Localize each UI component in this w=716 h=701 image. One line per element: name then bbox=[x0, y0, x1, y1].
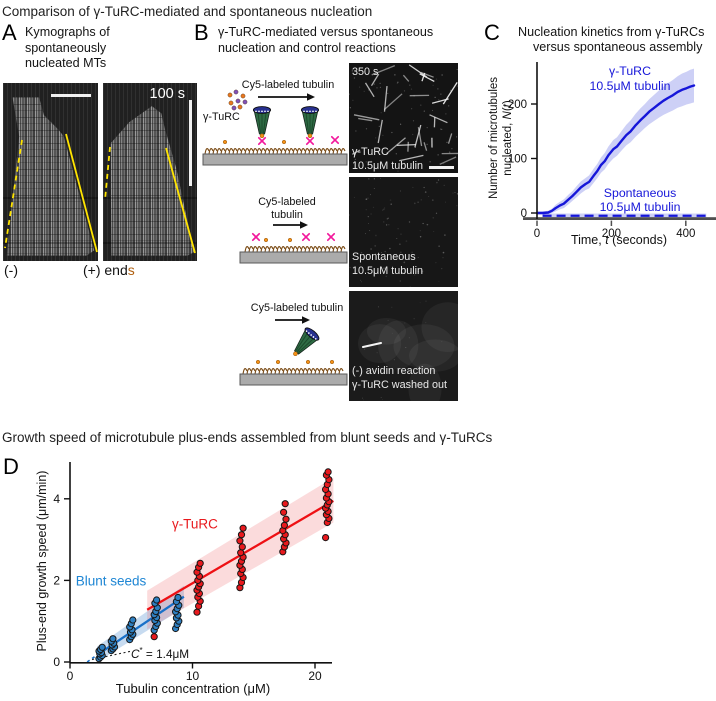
panel-b-title-line2: nucleation and control reactions bbox=[218, 40, 396, 55]
svg-text:Blunt seeds: Blunt seeds bbox=[76, 573, 147, 588]
kymograph-left-overlay bbox=[3, 133, 98, 253]
kymograph-right-overlay bbox=[103, 146, 197, 254]
time-scale-bar bbox=[189, 100, 192, 186]
chart-d-ylabel: Plus-end growth speed (μm/min) bbox=[35, 470, 49, 652]
minus-end-dashed-line bbox=[104, 146, 111, 201]
cy5-tubulin-label-1: Cy5-labeled tubulin bbox=[241, 79, 335, 91]
svg-text:10: 10 bbox=[186, 669, 200, 683]
svg-text:γ-TuRC: γ-TuRC bbox=[609, 64, 651, 78]
minus-end-label: (-) bbox=[4, 262, 18, 278]
svg-text:Spontaneous: Spontaneous bbox=[604, 186, 676, 200]
spontaneous-micrograph bbox=[349, 177, 458, 287]
micrograph2-caption: Spontaneous 10.5μM tubulin bbox=[352, 251, 424, 277]
svg-text:4: 4 bbox=[53, 492, 60, 506]
figure-title-top: Comparison of γ-TuRC-mediated and sponta… bbox=[2, 4, 373, 19]
svg-text:0: 0 bbox=[67, 669, 74, 683]
spontaneous-schematic bbox=[239, 221, 348, 264]
plus-end-solid-line bbox=[165, 147, 196, 254]
growth-speed-chart: Blunt seeds γ-TuRC 0 10 20 0 2 4 bbox=[53, 462, 334, 683]
cy5-tubulin-label-3: Cy5-labeled tubulin bbox=[250, 302, 344, 314]
svg-text:0: 0 bbox=[521, 208, 527, 220]
panel-d-letter: D bbox=[3, 454, 19, 479]
panel-b-title: γ-TuRC-mediated versus spontaneous nucle… bbox=[218, 25, 433, 56]
time-scale-label: 100 s bbox=[149, 86, 185, 102]
panel-b-letter: B bbox=[194, 20, 209, 45]
svg-text:400: 400 bbox=[676, 228, 695, 240]
svg-text:2: 2 bbox=[53, 573, 60, 587]
gamma-turc-label: γ-TuRC bbox=[203, 111, 240, 123]
chart-c-xlabel: Time, t (seconds) bbox=[570, 233, 668, 247]
scale-bar bbox=[51, 94, 91, 97]
micrograph-scale-bar bbox=[429, 166, 454, 169]
svg-text:200: 200 bbox=[508, 99, 527, 111]
panel-a-title-line2: spontaneously bbox=[25, 40, 107, 55]
panel-c-title-line1: Nucleation kinetics from γ-TuRCs bbox=[518, 25, 705, 39]
panel-a-title-line1: Kymographs of bbox=[25, 25, 110, 39]
svg-text:10.5μM tubulin: 10.5μM tubulin bbox=[590, 79, 671, 93]
svg-text:γ-TuRC: γ-TuRC bbox=[172, 517, 218, 532]
panel-a-title-line3: nucleated MTs bbox=[25, 56, 107, 70]
chart-d-xlabel: Tubulin concentration (μM) bbox=[115, 681, 271, 696]
washout-micrograph bbox=[349, 291, 458, 401]
panel-c-letter: C bbox=[484, 20, 500, 45]
svg-text:100: 100 bbox=[508, 154, 527, 166]
panel-a-title: Kymographs of spontaneously nucleated MT… bbox=[25, 25, 110, 72]
panel-a-letter: A bbox=[2, 20, 17, 45]
critical-concentration-annotation: C* = 1.4μM bbox=[131, 646, 190, 661]
micrograph3-caption: (-) avidin reaction γ-TuRC washed out bbox=[352, 365, 448, 391]
plus-end-label-s: s bbox=[127, 262, 135, 278]
micrograph-time-label: 350 s bbox=[352, 66, 379, 78]
chart-c-ylabel: Number of microtubules nucleated, N(t) bbox=[488, 76, 514, 200]
figure-title-bottom: Growth speed of microtubule plus-ends as… bbox=[2, 430, 493, 445]
panel-b-title-line1: γ-TuRC-mediated versus spontaneous bbox=[218, 25, 434, 39]
cy5-tubulin-label-2: Cy5-labeled tubulin bbox=[258, 196, 316, 221]
svg-text:0: 0 bbox=[53, 655, 60, 669]
kymograph-left bbox=[3, 83, 98, 261]
plus-end-solid-line bbox=[65, 133, 98, 253]
micrograph1-caption: γ-TuRC 10.5μM tubulin bbox=[352, 146, 424, 172]
panel-c-title-line2: versus spontaneous assembly bbox=[533, 40, 703, 54]
svg-text:10.5μM tubulin: 10.5μM tubulin bbox=[600, 200, 681, 214]
svg-text:0: 0 bbox=[534, 228, 540, 240]
svg-text:200: 200 bbox=[602, 228, 621, 240]
minus-end-dashed-line bbox=[4, 139, 23, 249]
svg-text:20: 20 bbox=[308, 669, 322, 683]
washout-schematic bbox=[239, 316, 348, 386]
gamma-turc-micrograph bbox=[349, 63, 458, 173]
kymograph-right: 100 s bbox=[103, 83, 197, 261]
plus-end-label: (+) ends bbox=[83, 262, 135, 278]
gamma-turc-schematic bbox=[202, 89, 348, 166]
